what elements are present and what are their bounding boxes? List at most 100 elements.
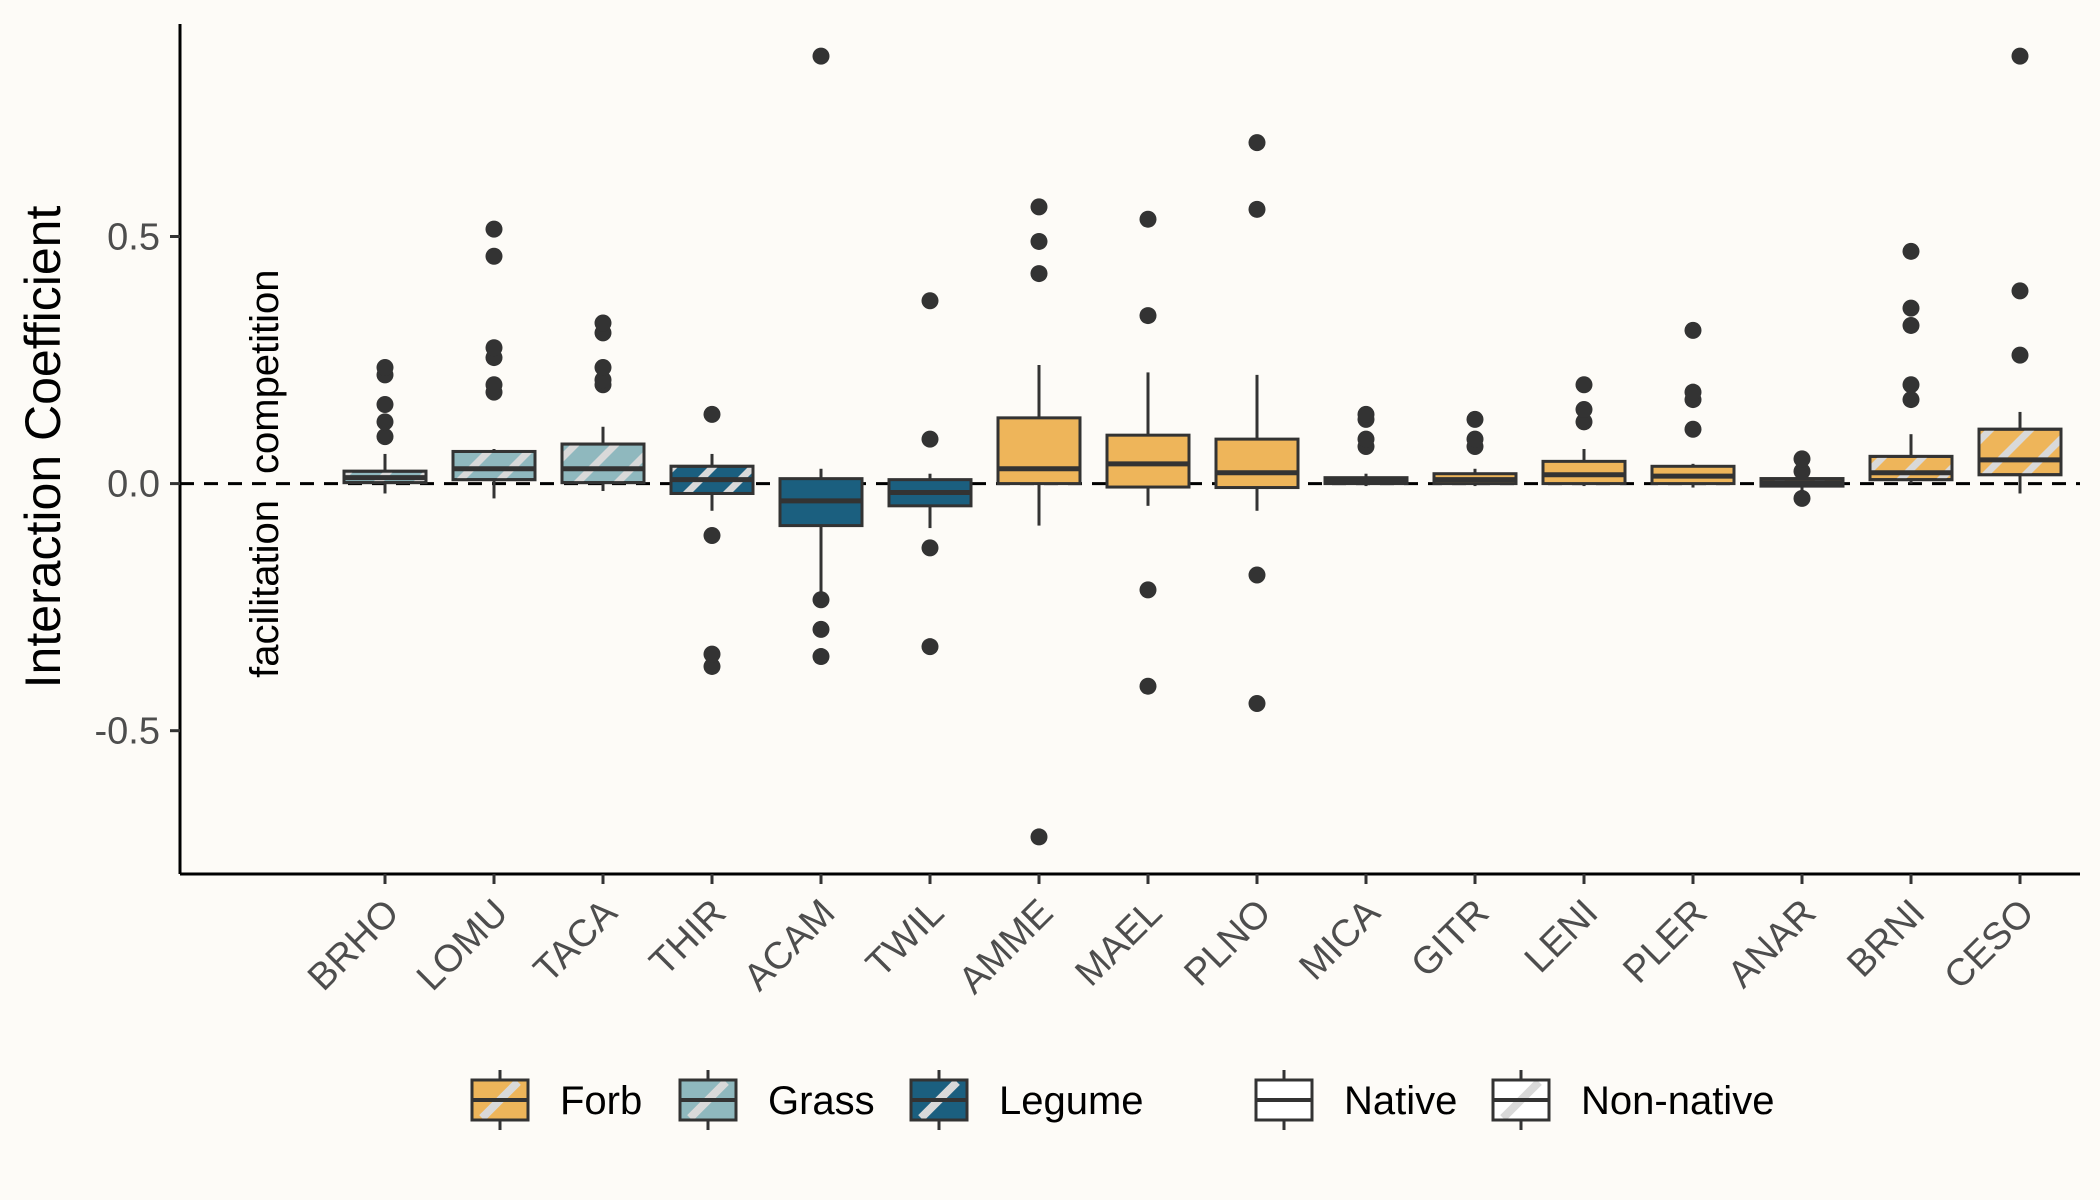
- y-tick-label: 0.0: [107, 464, 160, 506]
- outlier-point: [2011, 47, 2029, 65]
- box-brni: [1868, 242, 1954, 484]
- box-gitr: [1432, 410, 1518, 487]
- outlier-point: [1684, 420, 1702, 438]
- legend-label-native: Native: [1344, 1079, 1457, 1123]
- x-tick-label-lomu: LOMU: [409, 892, 516, 999]
- outlier-point: [1030, 232, 1048, 250]
- outlier-point: [2011, 282, 2029, 300]
- box-stripe-pattern: [1979, 429, 2061, 475]
- outlier-point: [812, 648, 830, 666]
- annotation-facilitation: facilitation: [243, 500, 287, 678]
- x-tick-label-thir: THIR: [642, 892, 734, 984]
- outlier-point: [376, 358, 394, 376]
- x-tick-label-brni: BRNI: [1839, 892, 1933, 986]
- outlier-point: [1248, 695, 1266, 713]
- box-outline: [1977, 427, 2063, 477]
- box-amme: [996, 198, 1082, 846]
- x-tick-label-pler: PLER: [1615, 892, 1715, 992]
- outlier-point: [594, 358, 612, 376]
- outlier-point: [1357, 405, 1375, 423]
- box-taca: [560, 314, 646, 492]
- outlier-point: [1139, 581, 1157, 599]
- x-tick-label-brho: BRHO: [300, 892, 407, 999]
- x-tick-label-amme: AMME: [951, 892, 1061, 1002]
- legend-key-non-native: [1491, 1070, 1551, 1130]
- outlier-point: [1902, 299, 1920, 317]
- outlier-point: [376, 428, 394, 446]
- outlier-point: [921, 430, 939, 448]
- outlier-point: [1684, 321, 1702, 339]
- outlier-point: [1902, 316, 1920, 334]
- x-tick-label-ceso: CESO: [1937, 892, 2043, 998]
- outlier-point: [1902, 376, 1920, 394]
- box-thir: [669, 405, 755, 675]
- box-body: [996, 416, 1082, 486]
- outlier-point: [1030, 198, 1048, 216]
- box-body: [1105, 433, 1191, 489]
- outlier-point: [812, 47, 830, 65]
- outlier-point: [1248, 134, 1266, 152]
- legend-label-non-native: Non-native: [1581, 1079, 1774, 1123]
- box-mica: [1323, 405, 1409, 487]
- y-axis-title: Interaction Coefficient: [15, 206, 71, 689]
- annotation-competition: competition: [243, 269, 287, 474]
- outlier-point: [921, 292, 939, 310]
- box-outline: [560, 442, 646, 485]
- outlier-point: [1357, 430, 1375, 448]
- outlier-point: [1575, 400, 1593, 418]
- outlier-point: [1139, 677, 1157, 695]
- outlier-point: [812, 591, 830, 609]
- legend-label-grass: Grass: [768, 1079, 875, 1123]
- x-tick-label-taca: TACA: [526, 891, 626, 991]
- outlier-point: [485, 376, 503, 394]
- box-lomu: [451, 220, 537, 499]
- outlier-point: [921, 638, 939, 656]
- x-tick-label-leni: LENI: [1517, 892, 1606, 981]
- box-outline: [451, 449, 537, 482]
- outlier-point: [1466, 410, 1484, 428]
- box-pler: [1650, 321, 1736, 488]
- box-ceso: [1977, 47, 2063, 494]
- outlier-point: [703, 645, 721, 663]
- outlier-point: [1793, 450, 1811, 468]
- outlier-point: [485, 339, 503, 357]
- x-tick-label-anar: ANAR: [1720, 892, 1824, 996]
- box-brho: [342, 358, 428, 494]
- outlier-point: [1030, 828, 1048, 846]
- x-tick-label-gitr: GITR: [1403, 892, 1497, 986]
- outlier-point: [812, 620, 830, 638]
- outlier-point: [485, 220, 503, 238]
- outlier-point: [1466, 430, 1484, 448]
- x-tick-label-acam: ACAM: [736, 892, 843, 999]
- outlier-point: [1793, 489, 1811, 507]
- outlier-point: [594, 314, 612, 332]
- outlier-point: [594, 371, 612, 389]
- outlier-point: [1575, 376, 1593, 394]
- box-plno: [1214, 134, 1300, 713]
- box-leni: [1541, 376, 1627, 487]
- box-outline: [1868, 454, 1954, 482]
- y-tick-label: 0.5: [107, 217, 160, 259]
- outlier-point: [1139, 307, 1157, 325]
- box-stripe-pattern: [453, 451, 535, 480]
- outlier-point: [921, 539, 939, 557]
- outlier-point: [1248, 566, 1266, 584]
- box-twil: [887, 292, 973, 656]
- outlier-point: [1684, 383, 1702, 401]
- y-tick-label: -0.5: [95, 711, 160, 753]
- x-tick-label-plno: PLNO: [1176, 892, 1279, 995]
- box-series: [342, 47, 2063, 846]
- outlier-point: [376, 413, 394, 431]
- legend: Forb Grass Legume Native Non-native: [470, 1070, 1774, 1130]
- outlier-point: [376, 396, 394, 414]
- outlier-point: [1139, 210, 1157, 228]
- outlier-point: [1030, 265, 1048, 283]
- box-body: [1214, 437, 1300, 490]
- legend-label-legume: Legume: [999, 1079, 1144, 1123]
- outlier-point: [1248, 200, 1266, 218]
- box-acam: [778, 47, 864, 666]
- box-stripe-pattern: [562, 444, 644, 483]
- outlier-point: [1902, 242, 1920, 260]
- outlier-point: [2011, 346, 2029, 364]
